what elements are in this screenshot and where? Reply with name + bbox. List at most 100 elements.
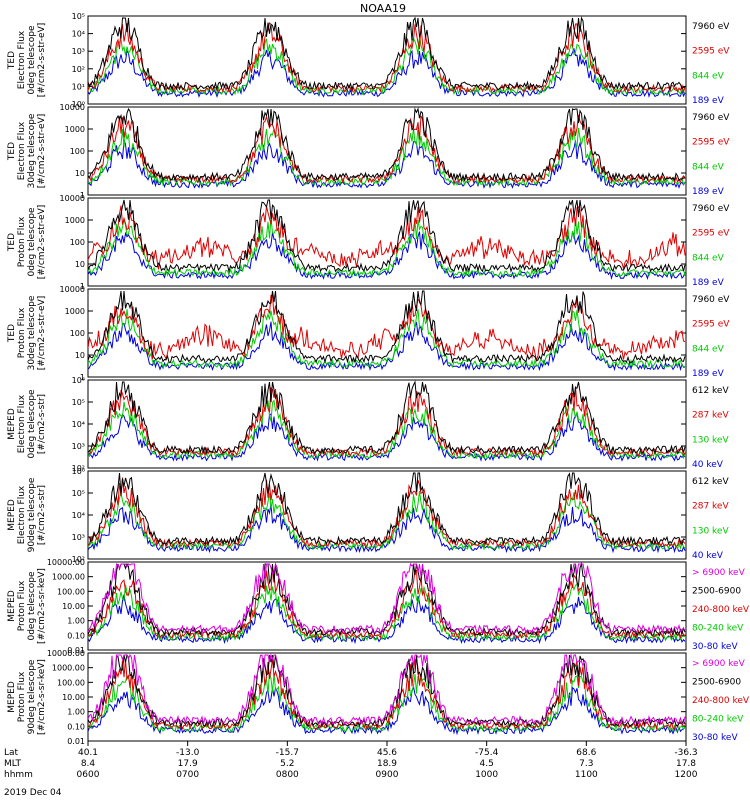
series-trace	[88, 399, 686, 460]
y-axis-label: MEPED	[7, 590, 17, 622]
series-trace	[88, 653, 686, 726]
y-tick-label: 1000.00	[52, 664, 85, 673]
x-tick-label: 18.9	[377, 759, 397, 769]
y-axis-label: [#/cm2-s-str]	[37, 485, 47, 545]
y-axis-label: Electron Flux	[17, 485, 27, 544]
x-tick-label: 40.1	[78, 748, 98, 758]
y-tick-label: 10³	[72, 442, 85, 451]
y-tick-label: 0.01	[67, 646, 85, 655]
y-tick-label: 10000	[60, 194, 85, 203]
series-trace	[88, 294, 686, 363]
legend-entry: 7960 eV	[692, 204, 730, 214]
y-tick-label: 10.00	[62, 693, 85, 702]
y-tick-label: 10000	[60, 103, 85, 112]
x-tick-label: 1200	[675, 770, 698, 780]
legend-entry: 2595 eV	[692, 229, 730, 239]
y-axis-label: 30deg telescope	[27, 295, 37, 370]
series-trace	[88, 567, 686, 640]
series-trace	[88, 199, 686, 274]
legend-entry: 844 eV	[692, 344, 725, 354]
y-axis-label: Electron Flux	[17, 121, 27, 180]
y-tick-label: 100	[70, 329, 85, 338]
legend-entry: 287 keV	[692, 502, 729, 512]
series-trace	[88, 230, 686, 281]
y-axis-label: 90deg telescope	[27, 659, 37, 734]
x-tick-label: 1100	[575, 770, 598, 780]
legend-entry: 80-240 keV	[692, 624, 744, 634]
legend-entry: > 6900 keV	[692, 659, 746, 669]
y-tick-label: 10⁴	[72, 420, 85, 429]
x-tick-label: 0600	[77, 770, 100, 780]
y-tick-label: 100.00	[57, 678, 85, 687]
series-trace	[88, 16, 686, 92]
legend-entry: 2595 eV	[692, 47, 730, 57]
panel-6: 10² 10³ 10⁴ 10⁵ 10⁶ MEPED Electron Flux 90deg t…	[7, 467, 729, 564]
series-trace	[88, 321, 686, 372]
y-tick-label: 10²	[72, 65, 85, 74]
x-tick-label: -15.7	[276, 748, 299, 758]
legend-entry: 240-800 keV	[692, 605, 750, 615]
series-trace	[88, 205, 686, 271]
legend-entry: 7960 eV	[692, 113, 730, 123]
y-tick-label: 10	[75, 260, 85, 269]
y-axis-label: [#/cm2-s-sr-keV]	[37, 568, 47, 644]
y-axis-label: 0deg telescope	[27, 571, 37, 641]
series-group	[88, 472, 686, 554]
series-trace	[88, 562, 686, 637]
y-tick-label: 1	[80, 191, 85, 200]
x-tick-label: 8.4	[81, 759, 96, 769]
legend-entry: 2500-6900	[692, 678, 741, 688]
y-tick-label: 10⁶	[72, 467, 85, 476]
legend-entry: 189 eV	[692, 278, 725, 288]
y-tick-label: 1000.00	[52, 573, 85, 582]
y-axis-label: 30deg telescope	[27, 113, 37, 188]
series-trace	[88, 562, 686, 635]
legend-entry: 7960 eV	[692, 22, 730, 32]
x-tick-label: 17.9	[178, 759, 198, 769]
x-tick-label: -13.0	[176, 748, 200, 758]
y-tick-label: 10²	[72, 555, 85, 564]
panel-frame	[87, 288, 687, 378]
legend-entry: 30-80 keV	[692, 642, 738, 652]
y-axis-label: TED	[7, 51, 17, 70]
legend-entry: 30-80 keV	[692, 733, 738, 743]
legend-entry: 287 keV	[692, 411, 729, 421]
y-axis-label: MEPED	[7, 499, 17, 531]
legend-entry: 2500-6900	[692, 587, 741, 597]
legend-entry: 612 keV	[692, 477, 729, 487]
x-tick-label: 4.5	[480, 759, 494, 769]
y-tick-label: 10000.00	[47, 649, 85, 658]
series-trace	[88, 380, 686, 456]
series-trace	[88, 653, 686, 729]
y-axis-label: [#/cm2-s-sr-keV]	[37, 659, 47, 735]
y-tick-label: 1.00	[67, 617, 85, 626]
y-tick-label: 0.01	[67, 737, 85, 746]
y-axis-label: MEPED	[7, 408, 17, 440]
y-axis-label: Proton Flux	[17, 216, 27, 267]
y-tick-label: 1	[80, 282, 85, 291]
panel-3: 1 10 100 1000 10000 TED Proton Flux 0deg telesc…	[7, 194, 730, 291]
x-tick-label: -36.3	[674, 748, 697, 758]
series-group	[88, 16, 686, 98]
legend-entry: 189 eV	[692, 96, 725, 106]
y-tick-label: 10³	[72, 533, 85, 542]
y-tick-label: 10000.00	[47, 558, 85, 567]
chart-title: NOAA19	[360, 2, 406, 15]
legend-entry: 40 keV	[692, 460, 724, 470]
y-tick-label: 100	[70, 147, 85, 156]
x-tick-label: 5.2	[280, 759, 294, 769]
legend-entry: > 6900 keV	[692, 568, 746, 578]
y-tick-label: 1.00	[67, 708, 85, 717]
series-trace	[88, 217, 686, 278]
series-group	[88, 562, 686, 645]
series-trace	[88, 290, 686, 364]
x-tick-label: 45.6	[377, 748, 397, 758]
y-tick-label: 10.00	[62, 602, 85, 611]
y-axis-label: [#/cm2-s-str-eV]	[37, 296, 47, 371]
y-axis-label: 0deg telescope	[27, 25, 37, 95]
series-group	[88, 380, 686, 462]
y-tick-label: 10⁴	[72, 30, 85, 39]
x-tick-label: 68.6	[576, 748, 596, 758]
x-row-label: Lat	[4, 748, 19, 758]
